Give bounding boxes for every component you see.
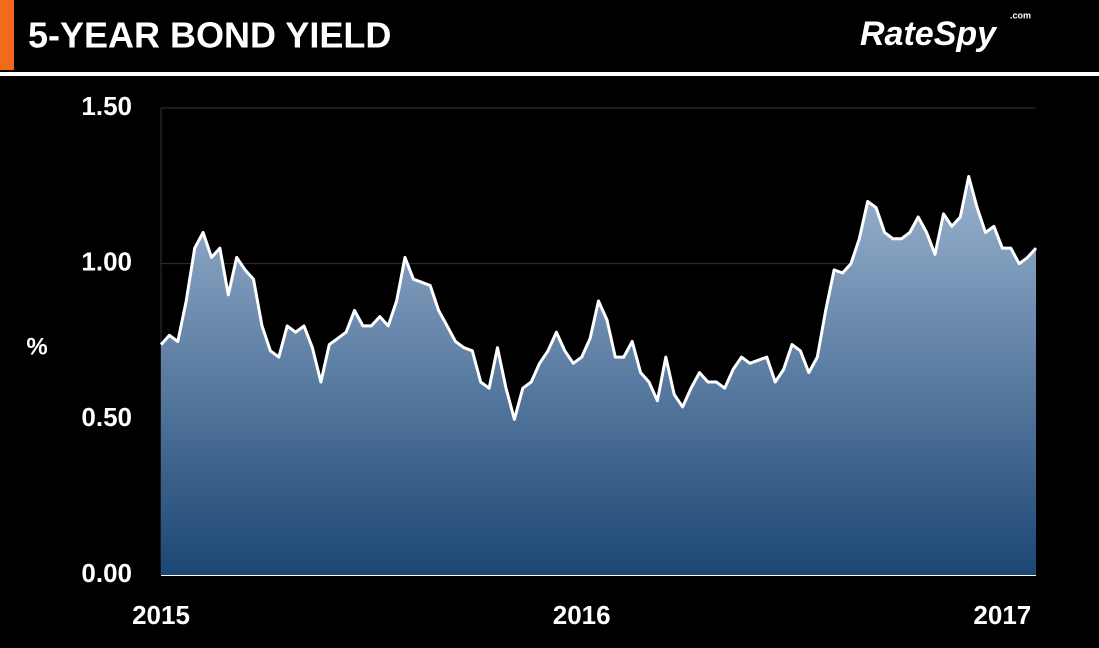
y-tick-label: 0.50 bbox=[81, 402, 132, 432]
y-tick-label: 1.50 bbox=[81, 91, 132, 121]
logo-suffix: .com bbox=[1010, 10, 1031, 20]
y-tick-label: 1.00 bbox=[81, 247, 132, 277]
accent-bar bbox=[0, 0, 14, 70]
y-axis-label: % bbox=[26, 333, 47, 360]
chart-title: 5-YEAR BOND YIELD bbox=[28, 15, 391, 56]
line bbox=[159, 175, 1038, 421]
x-tick-label: 2015 bbox=[132, 600, 190, 630]
area bbox=[161, 176, 1036, 575]
x-tick-label: 2016 bbox=[553, 600, 611, 630]
logo: RateSpy bbox=[860, 15, 998, 53]
x-tick-label: 2017 bbox=[973, 600, 1031, 630]
divider bbox=[0, 72, 1099, 76]
y-tick-label: 0.00 bbox=[81, 558, 132, 588]
